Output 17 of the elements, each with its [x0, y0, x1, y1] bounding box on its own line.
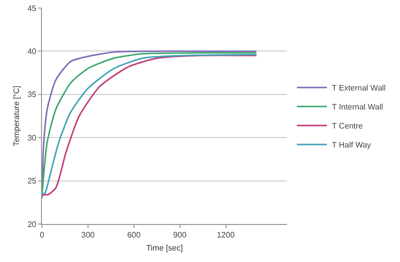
legend-label: T Centre	[332, 122, 364, 131]
legend-label: T Internal Wall	[332, 102, 384, 112]
x-axis-title: Time [sec]	[146, 244, 183, 253]
x-tick-label: 300	[81, 230, 96, 240]
y-tick-label: 30	[27, 133, 37, 142]
x-tick-label: 1200	[216, 230, 236, 240]
legend-label: T Half Way	[332, 140, 372, 150]
x-tick-label: 600	[127, 230, 142, 240]
y-axis-title: Temperature [°C]	[12, 86, 22, 146]
y-tick-label: 35	[27, 90, 37, 100]
y-tick-label: 40	[27, 47, 37, 56]
legend-label: T External Wall	[332, 84, 386, 93]
x-tick-label: 900	[173, 230, 188, 240]
y-tick-label: 25	[27, 176, 37, 186]
x-tick-label: 0	[40, 230, 45, 240]
y-tick-label: 20	[27, 220, 37, 229]
y-tick-label: 45	[27, 4, 37, 13]
